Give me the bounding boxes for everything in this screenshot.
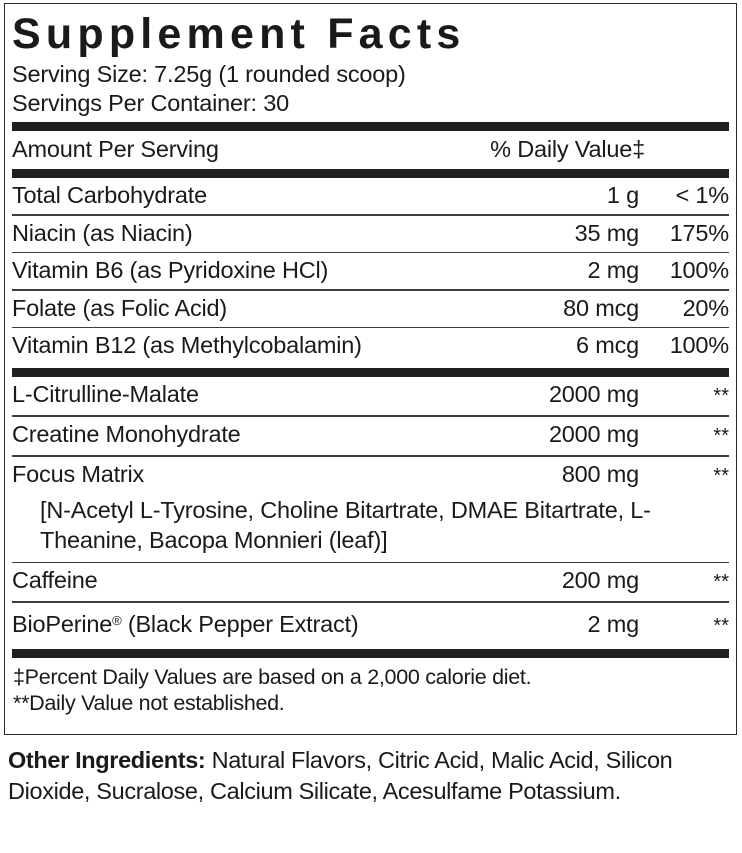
nutrient-amount: 1 g (606, 182, 639, 208)
row-divider (12, 251, 729, 254)
nutrient-amount: 6 mcg (576, 332, 639, 359)
row-divider (12, 326, 729, 329)
table-row: Vitamin B12 (as Methylcobalamin) 6 mcg 1… (12, 328, 729, 364)
divider-thick-above-blend (12, 368, 729, 378)
amount-per-serving-header: Amount Per Serving (12, 136, 219, 162)
ingredient-name: Creatine Monohydrate (12, 420, 241, 447)
nutrient-name: Folate (as Folic Acid) (12, 294, 228, 321)
ingredient-amount: 2000 mg (548, 381, 639, 408)
ingredient-amount: 200 mg (561, 567, 639, 594)
divider-thick-below-header (12, 169, 729, 178)
divider-thick-above-header (12, 122, 729, 131)
row-divider (12, 601, 729, 603)
table-header-row: Amount Per Serving % Daily Value‡ (12, 131, 729, 169)
footnotes: ‡Percent Daily Values are based on a 2,0… (12, 658, 729, 717)
table-row: Vitamin B6 (as Pyridoxine HCl) 2 mg 100% (12, 253, 729, 289)
focus-matrix-sub-ingredients: [N-Acetyl L-Tyrosine, Choline Bitartrate… (40, 496, 651, 553)
table-row: Total Carbohydrate 1 g < 1% (12, 178, 729, 214)
nutrient-daily-value: 20% (682, 294, 730, 321)
nutrient-name: Vitamin B6 (as Pyridoxine HCl) (12, 257, 329, 284)
table-row: Niacin (as Niacin) 35 mg 175% (12, 216, 729, 252)
divider-thick-above-footnotes (12, 648, 729, 658)
nutrient-name: Total Carbohydrate (12, 182, 207, 208)
table-row: BioPerine® (Black Pepper Extract) 2 mg *… (12, 603, 729, 645)
ingredient-daily-value: ** (713, 464, 729, 487)
ingredient-name: BioPerine® (Black Pepper Extract) (12, 608, 588, 637)
nutrient-amount: 80 mcg (563, 294, 639, 321)
row-divider (12, 561, 729, 564)
ingredient-name-base: BioPerine (12, 610, 113, 637)
ingredient-amount: 2 mg (587, 610, 640, 637)
row-divider (12, 289, 729, 291)
other-ingredients-text: Natural Flavors, Citric Acid, Malic Acid… (8, 747, 673, 804)
ingredient-daily-value: ** (713, 385, 729, 408)
row-divider (12, 214, 729, 216)
footnote-daily-value-basis: ‡Percent Daily Values are based on a 2,0… (13, 664, 532, 689)
serving-size-text: Serving Size: 7.25g (1 rounded scoop) (12, 61, 406, 87)
ingredient-name: L-Citrulline-Malate (12, 381, 199, 408)
row-divider (12, 415, 729, 417)
daily-value-header: % Daily Value‡ (490, 136, 645, 162)
ingredient-daily-value: ** (713, 424, 729, 447)
ingredient-name: Focus Matrix (12, 460, 145, 487)
supplement-facts-panel: Supplement Facts Serving Size: 7.25g (1 … (4, 3, 737, 735)
registered-trademark-icon: ® (112, 612, 122, 628)
page-title: Supplement Facts (12, 10, 466, 58)
ingredient-amount: 800 mg (561, 460, 639, 487)
nutrient-name: Vitamin B12 (as Methylcobalamin) (12, 332, 362, 359)
ingredient-daily-value: ** (713, 614, 729, 637)
footnote-dv-not-established: **Daily Value not established. (13, 691, 285, 716)
nutrient-daily-value: 100% (669, 332, 730, 359)
other-ingredients-heading: Other Ingredients: (8, 747, 206, 773)
table-row: L-Citrulline-Malate 2000 mg ** (12, 377, 729, 415)
nutrient-daily-value: 175% (669, 219, 730, 246)
nutrient-daily-value: 100% (669, 257, 730, 284)
nutrient-daily-value: < 1% (675, 182, 730, 208)
ingredient-name: Caffeine (12, 567, 98, 594)
servings-per-container-text: Servings Per Container: 30 (12, 90, 289, 116)
table-row: Creatine Monohydrate 2000 mg ** (12, 417, 729, 455)
table-row: Folate (as Folic Acid) 80 mcg 20% (12, 291, 729, 327)
other-ingredients-section: Other Ingredients: Natural Flavors, Citr… (8, 745, 734, 807)
nutrient-amount: 35 mg (574, 219, 640, 246)
nutrient-amount: 2 mg (587, 257, 640, 284)
table-row: Caffeine 200 mg ** (12, 563, 729, 601)
row-divider (12, 454, 729, 457)
ingredient-name-suffix: (Black Pepper Extract) (121, 610, 359, 637)
table-row: Focus Matrix 800 mg ** (12, 457, 729, 495)
ingredient-daily-value: ** (713, 571, 729, 594)
ingredient-amount: 2000 mg (548, 420, 639, 447)
nutrient-name: Niacin (as Niacin) (12, 219, 193, 246)
